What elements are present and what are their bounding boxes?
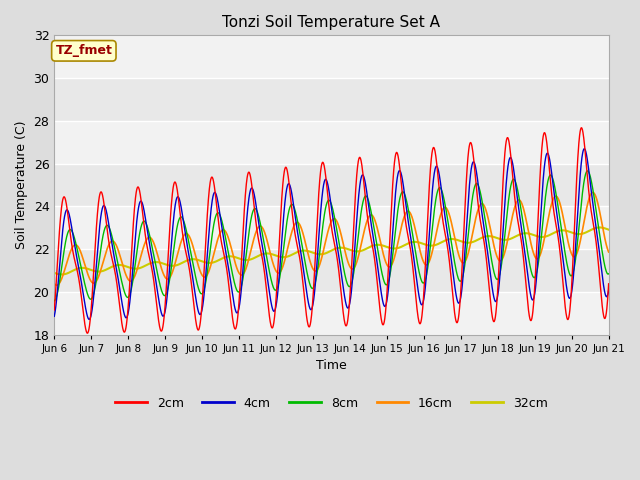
Bar [54,121,609,164]
X-axis label: Time: Time [316,359,347,372]
Legend: 2cm, 4cm, 8cm, 16cm, 32cm: 2cm, 4cm, 8cm, 16cm, 32cm [110,392,552,415]
Text: TZ_fmet: TZ_fmet [56,44,112,57]
Bar [54,36,609,78]
Bar [54,206,609,249]
Title: Tonzi Soil Temperature Set A: Tonzi Soil Temperature Set A [223,15,440,30]
Bar [54,164,609,206]
Bar [54,249,609,292]
Bar [54,292,609,335]
Bar [54,78,609,121]
Y-axis label: Soil Temperature (C): Soil Temperature (C) [15,120,28,249]
